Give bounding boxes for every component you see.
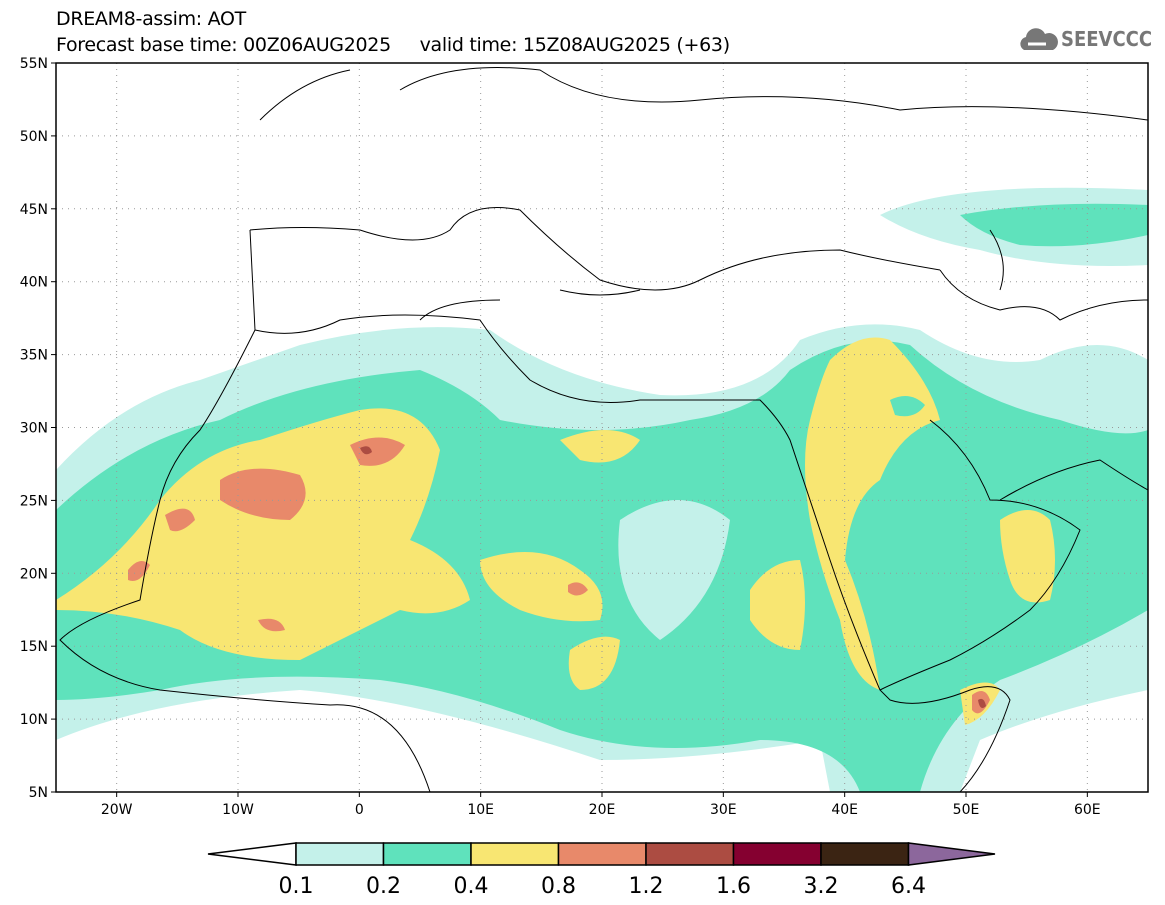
colorbar-label: 3.2 <box>804 874 839 899</box>
lat-label: 5N <box>29 785 48 801</box>
colorbar-label: 0.1 <box>279 874 314 899</box>
aot-band-1.2 <box>360 446 986 708</box>
lon-label: 40E <box>831 802 858 818</box>
aot-band-0.4 <box>56 337 1055 725</box>
aot-field <box>56 63 1148 792</box>
seevccc-logo: SEEVCCC <box>1018 26 1152 52</box>
lon-label: 50E <box>953 802 980 818</box>
lon-label: 20W <box>101 802 133 818</box>
colorbar-label: 0.8 <box>541 874 576 899</box>
lat-label: 10N <box>20 712 48 728</box>
colorbar-swatch <box>645 842 735 866</box>
lat-label: 15N <box>20 639 48 655</box>
cloud-icon <box>1020 28 1058 50</box>
colorbar-swatch <box>295 842 385 866</box>
colorbar-over-arrow <box>907 842 996 866</box>
forecast-base-time: Forecast base time: 00Z06AUG2025 <box>56 34 391 56</box>
colorbar-swatch <box>732 842 822 866</box>
colorbar-label: 1.2 <box>629 874 664 899</box>
valid-time: valid time: 15Z08AUG2025 (+63) <box>419 34 731 56</box>
graticule <box>56 63 1148 792</box>
colorbar-label: 6.4 <box>891 874 926 899</box>
forecast-times: Forecast base time: 00Z06AUG2025 valid t… <box>56 34 730 56</box>
colorbar: 0.1 0.2 0.4 0.8 1.2 1.6 3.2 6.4 <box>207 842 996 899</box>
lon-label: 10W <box>222 802 254 818</box>
colorbar-under-arrow <box>207 842 297 866</box>
lat-label: 35N <box>20 348 48 364</box>
lat-label: 55N <box>20 56 48 72</box>
lon-label: 30E <box>710 802 737 818</box>
lon-label: 20E <box>589 802 616 818</box>
lat-label: 40N <box>20 275 48 291</box>
aot-band-0.8 <box>128 437 990 714</box>
lat-label: 25N <box>20 493 48 509</box>
lat-label: 50N <box>20 129 48 145</box>
lat-label: 30N <box>20 421 48 437</box>
lat-label: 20N <box>20 566 48 582</box>
lon-label: 60E <box>1074 802 1101 818</box>
lon-label: 10E <box>467 802 494 818</box>
colorbar-swatch <box>820 842 910 866</box>
map-title: DREAM8-assim: AOT <box>56 8 246 30</box>
colorbar-label: 0.2 <box>366 874 401 899</box>
latitude-axis: 55N 50N 45N 40N 35N 30N 25N 20N 15N 10N 5N <box>20 56 56 801</box>
longitude-axis: 20W 10W 0 10E 20E 30E 40E 50E 60E <box>101 792 1101 818</box>
colorbar-swatch <box>470 842 560 866</box>
logo-text: SEEVCCC <box>1061 27 1153 51</box>
lon-label: 0 <box>355 802 364 818</box>
coastlines <box>59 67 1148 792</box>
colorbar-swatch <box>557 842 647 866</box>
colorbar-label: 1.6 <box>716 874 751 899</box>
colorbar-swatch <box>382 842 472 866</box>
colorbar-label: 0.4 <box>454 874 489 899</box>
lat-label: 45N <box>20 202 48 218</box>
